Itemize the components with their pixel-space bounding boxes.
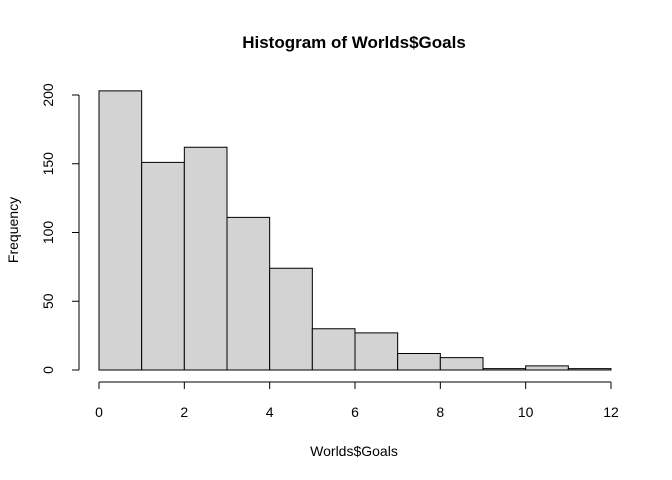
x-tick-label-0: 0 (95, 404, 103, 420)
x-tick-label-4: 8 (436, 404, 444, 420)
histogram-bar-11 (567, 368, 612, 371)
histogram-bar-7 (397, 353, 441, 371)
x-tick-label-5: 10 (518, 404, 534, 420)
histogram-bar-1 (141, 161, 185, 371)
y-axis: 0 50 100 150 200 (40, 83, 80, 374)
histogram-bar-5 (311, 328, 356, 371)
y-axis-label: Frequency (5, 197, 21, 263)
x-tick-label-3: 6 (351, 404, 359, 420)
histogram-bar-8 (439, 357, 484, 371)
histogram-bar-4 (269, 267, 313, 371)
x-tick-label-1: 2 (180, 404, 188, 420)
y-tick-label-1: 50 (40, 293, 56, 309)
x-tick-label-6: 12 (603, 404, 619, 420)
y-tick-label-2: 100 (40, 221, 56, 245)
y-tick-label-4: 200 (40, 83, 56, 107)
bars-group (98, 90, 612, 371)
chart-title: Histogram of Worlds$Goals (242, 33, 466, 52)
y-tick-label-3: 150 (40, 152, 56, 176)
histogram-bar-6 (354, 332, 399, 371)
histogram-bar-10 (525, 365, 569, 371)
y-tick-label-0: 0 (40, 366, 56, 374)
x-axis: 0 2 4 6 8 10 12 (95, 381, 619, 420)
histogram-bar-9 (482, 368, 527, 371)
histogram-bar-2 (183, 146, 228, 371)
x-tick-label-2: 4 (266, 404, 274, 420)
histogram-bar-0 (98, 90, 143, 371)
histogram-bar-3 (226, 216, 271, 371)
x-axis-label: Worlds$Goals (310, 443, 398, 459)
